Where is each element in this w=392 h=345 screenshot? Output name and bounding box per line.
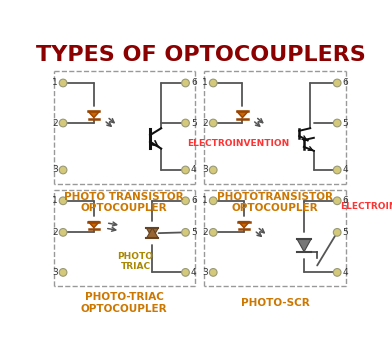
- Text: ELECTROINVENTION: ELECTROINVENTION: [187, 139, 290, 148]
- Text: PHOTO-TRIAC
OPTOCOUPLER: PHOTO-TRIAC OPTOCOUPLER: [81, 293, 168, 314]
- Text: 6: 6: [191, 196, 197, 205]
- Text: 1: 1: [52, 78, 58, 88]
- Text: TYPES OF OPTOCOUPLERS: TYPES OF OPTOCOUPLERS: [36, 45, 366, 65]
- Text: 2: 2: [202, 228, 208, 237]
- Text: 2: 2: [52, 228, 58, 237]
- Circle shape: [209, 166, 217, 174]
- Text: 4: 4: [343, 166, 348, 175]
- Circle shape: [333, 166, 341, 174]
- Circle shape: [181, 79, 189, 87]
- Polygon shape: [146, 228, 158, 238]
- Text: 3: 3: [52, 268, 58, 277]
- Text: PHOTO TRANSISTOR
OPTOCOUPLER: PHOTO TRANSISTOR OPTOCOUPLER: [64, 191, 184, 213]
- Circle shape: [209, 268, 217, 276]
- Text: 1: 1: [52, 196, 58, 205]
- Text: 5: 5: [191, 228, 197, 237]
- Text: 6: 6: [343, 196, 348, 205]
- Circle shape: [209, 79, 217, 87]
- Circle shape: [59, 228, 67, 236]
- Polygon shape: [88, 221, 100, 228]
- Circle shape: [59, 268, 67, 276]
- Text: PHOTOTRANSISTOR
OPTOCOUPLER: PHOTOTRANSISTOR OPTOCOUPLER: [217, 191, 333, 213]
- Polygon shape: [238, 221, 250, 228]
- Text: 1: 1: [202, 196, 208, 205]
- Circle shape: [333, 228, 341, 236]
- Circle shape: [333, 79, 341, 87]
- Text: 2: 2: [52, 119, 58, 128]
- Text: 6: 6: [343, 78, 348, 88]
- Text: 2: 2: [202, 119, 208, 128]
- Circle shape: [209, 228, 217, 236]
- Polygon shape: [88, 111, 100, 118]
- Text: 3: 3: [202, 166, 208, 175]
- Text: 4: 4: [191, 166, 196, 175]
- Circle shape: [181, 119, 189, 127]
- Text: 1: 1: [202, 78, 208, 88]
- Text: 5: 5: [343, 228, 348, 237]
- Circle shape: [181, 228, 189, 236]
- Polygon shape: [146, 228, 158, 238]
- Circle shape: [209, 197, 217, 205]
- Text: 6: 6: [191, 78, 197, 88]
- Circle shape: [333, 268, 341, 276]
- Text: ELECTROINVENTION: ELECTROINVENTION: [340, 203, 392, 211]
- Text: 3: 3: [52, 166, 58, 175]
- Polygon shape: [237, 111, 248, 118]
- Circle shape: [181, 166, 189, 174]
- Text: PHOTO-SCR: PHOTO-SCR: [241, 298, 310, 308]
- Circle shape: [181, 197, 189, 205]
- Circle shape: [59, 79, 67, 87]
- Circle shape: [181, 268, 189, 276]
- Polygon shape: [297, 239, 311, 252]
- Circle shape: [333, 119, 341, 127]
- Text: 3: 3: [202, 268, 208, 277]
- Circle shape: [59, 197, 67, 205]
- Circle shape: [59, 119, 67, 127]
- Text: 4: 4: [191, 268, 196, 277]
- Text: 5: 5: [191, 119, 197, 128]
- Circle shape: [209, 119, 217, 127]
- Text: PHOTO
TRIAC: PHOTO TRIAC: [118, 252, 153, 271]
- Text: 5: 5: [343, 119, 348, 128]
- Text: 4: 4: [343, 268, 348, 277]
- Circle shape: [59, 166, 67, 174]
- Circle shape: [333, 197, 341, 205]
